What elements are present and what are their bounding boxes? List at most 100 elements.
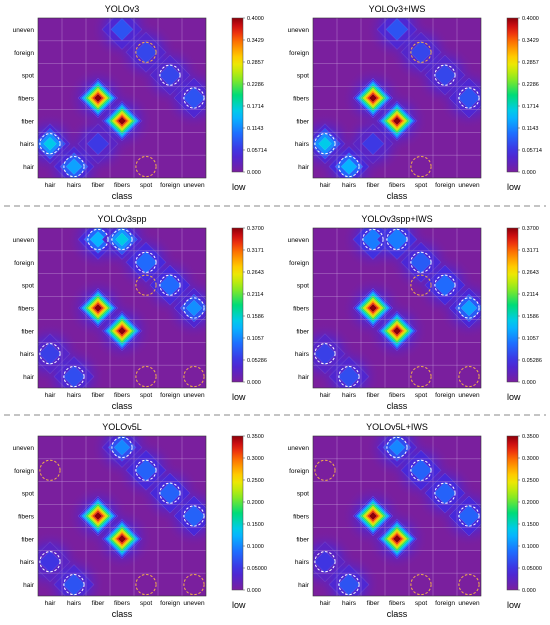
y-tick-label: uneven — [288, 237, 310, 244]
colorbar-tick-label: 0.3171 — [247, 248, 264, 254]
x-tick-label: uneven — [458, 392, 480, 399]
colorbar-tick-label: 0.1057 — [522, 336, 539, 342]
colorbar-tick-label: 0.000 — [247, 380, 261, 386]
grid — [38, 18, 206, 178]
y-tick-label: spot — [297, 73, 309, 80]
y-tick-label: hair — [298, 374, 310, 381]
heat-cell — [376, 100, 418, 142]
x-tick-label: fibers — [114, 600, 131, 607]
colorbar — [231, 17, 244, 173]
colorbar-tick-label: 0.000 — [522, 170, 536, 176]
y-tick-label: fiber — [21, 118, 34, 125]
heat-cell — [125, 32, 167, 73]
y-tick-label: foreign — [289, 468, 309, 475]
y-tick-label: fibers — [18, 96, 35, 103]
x-tick-label: foreign — [160, 392, 180, 399]
heat-cell — [400, 32, 442, 73]
colorbar-tick-label: 0.1000 — [522, 544, 539, 550]
y-tick-label: uneven — [13, 237, 35, 244]
x-tick-label: spot — [140, 392, 152, 399]
colorbar-tick-label: 0.2857 — [522, 60, 539, 66]
heatmap-panel-3: YOLOv3spp+IWS hair hairs fiber fibers spot for… — [288, 214, 542, 411]
x-tick-label: hair — [320, 600, 332, 607]
y-tick-label: spot — [22, 491, 34, 498]
heat-cell — [53, 356, 95, 388]
x-tick-label: spot — [415, 392, 427, 399]
heatmap-panel-4: YOLOv5Lhairhairsfiberfibersspotforeignun… — [13, 422, 267, 619]
x-tick-label: hair — [320, 392, 332, 399]
colorbar-tick-label: 0.1143 — [522, 126, 538, 132]
x-tick-label: foreign — [160, 600, 180, 607]
highlight-circle — [135, 41, 157, 63]
heat-cell — [53, 146, 95, 178]
heat-cell — [77, 123, 119, 164]
heat-cell — [352, 77, 394, 119]
x-tick-label: uneven — [183, 182, 205, 189]
x-tick-label: foreign — [435, 600, 455, 607]
chart-title: YOLOv3spp — [97, 214, 146, 224]
heat-cell — [424, 264, 466, 306]
x-axis-label: class — [387, 609, 408, 619]
highlight-circle — [183, 87, 205, 109]
colorbar-tick-label: 0.05286 — [522, 358, 542, 364]
heat-cell — [173, 287, 206, 329]
colorbar-tick-label: 0.000 — [247, 170, 261, 176]
heat-cell — [125, 242, 167, 283]
x-tick-label: hair — [45, 182, 57, 189]
y-tick-label: foreign — [14, 50, 34, 57]
colorbar-tick-label: 0.05714 — [247, 148, 267, 154]
heatmap-panel-1: YOLOv3+IWS hair hairs fiber fibers spot foreig… — [288, 4, 542, 201]
colorbar-tick-label: 0.2500 — [247, 478, 264, 484]
y-tick-label: hairs — [20, 559, 35, 566]
highlight-circle — [410, 155, 432, 178]
colorbar-tick-label: 0.4000 — [247, 16, 264, 22]
highlight-circle — [183, 297, 205, 319]
grid — [38, 228, 206, 388]
x-tick-label: hair — [320, 182, 332, 189]
x-tick-label: hairs — [67, 392, 82, 399]
colorbar-tick-label: 0.05000 — [522, 566, 542, 572]
colorbar-tick-label: 0.2286 — [247, 82, 264, 88]
y-tick-label: hairs — [295, 141, 310, 148]
highlight-circle — [410, 41, 432, 63]
y-tick-label: fibers — [293, 96, 310, 103]
highlight-circle — [458, 87, 480, 109]
heat-cell — [149, 472, 191, 514]
x-tick-label: foreign — [435, 392, 455, 399]
x-tick-label: uneven — [458, 182, 480, 189]
highlight-circle — [338, 155, 360, 178]
colorbar-low-label: low — [232, 182, 246, 192]
x-tick-label: fiber — [92, 182, 105, 189]
x-tick-label: spot — [140, 182, 152, 189]
y-tick-label: fibers — [18, 306, 35, 313]
y-tick-label: hairs — [295, 559, 310, 566]
x-tick-label: fibers — [389, 600, 406, 607]
heat-cell — [101, 436, 143, 468]
colorbar-tick-label: 0.1500 — [247, 522, 264, 528]
x-axis-label: class — [387, 401, 408, 411]
colorbar-tick-label: 0.3000 — [522, 456, 539, 462]
x-tick-label: uneven — [458, 600, 480, 607]
chart-title: YOLOv3+IWS — [369, 4, 426, 14]
heat-cell — [328, 356, 370, 388]
colorbar-low-label: low — [507, 182, 521, 192]
x-tick-label: fiber — [367, 600, 380, 607]
colorbar-tick-label: 0.2000 — [522, 500, 539, 506]
grid — [313, 18, 481, 178]
y-tick-label: fiber — [296, 328, 309, 335]
x-tick-label: fiber — [367, 182, 380, 189]
colorbar — [506, 17, 519, 173]
x-tick-label: hairs — [67, 182, 82, 189]
x-axis-label: class — [112, 609, 133, 619]
colorbar-low-label: low — [232, 600, 246, 610]
heat-cell — [400, 242, 442, 283]
highlight-circle — [362, 228, 384, 251]
y-tick-label: hairs — [20, 141, 35, 148]
heat-cell — [101, 518, 143, 560]
y-tick-label: uneven — [13, 27, 35, 34]
y-tick-label: fibers — [293, 514, 310, 521]
y-tick-label: fiber — [21, 328, 34, 335]
x-tick-label: hairs — [342, 392, 357, 399]
chart-title: YOLOv3 — [105, 4, 140, 14]
y-tick-label: hair — [23, 582, 35, 589]
